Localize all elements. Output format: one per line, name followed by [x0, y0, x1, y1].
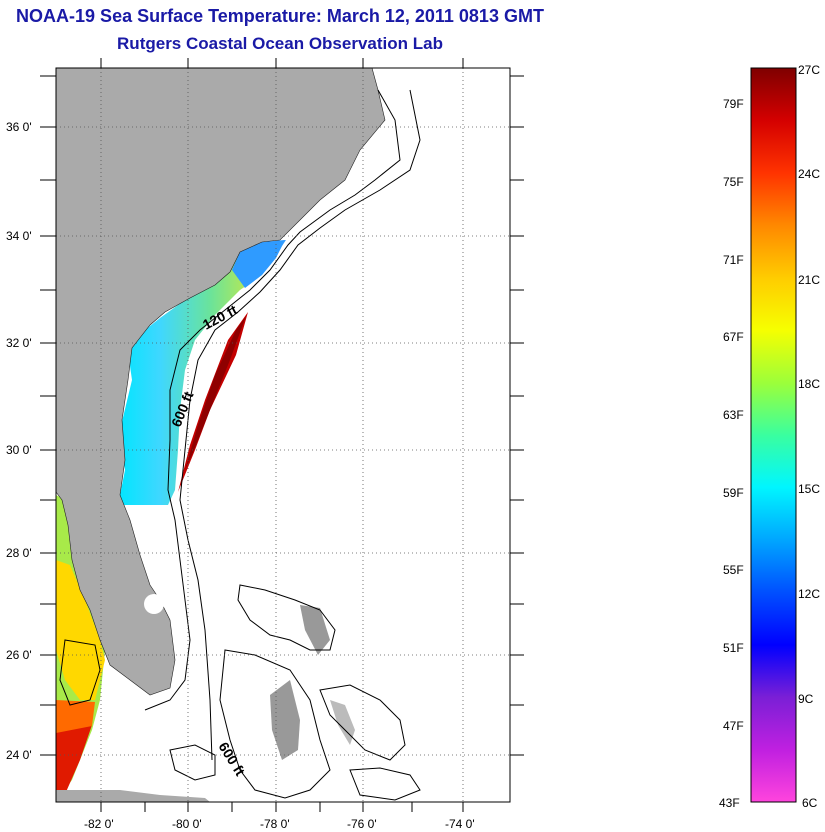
cb-label-c: 6C: [802, 796, 818, 810]
depth-contours: [59, 89, 421, 801]
colorbar-celsius-labels: 27C 24C 21C 18C 15C 12C 9C 6C: [798, 63, 820, 810]
cb-label-c: 18C: [798, 377, 820, 391]
latitude-labels: 36 0' 34 0' 32 0' 30 0' 28 0' 26 0' 24 0…: [6, 120, 32, 762]
lon-label: -74 0': [445, 817, 475, 831]
cb-label-f: 55F: [723, 563, 744, 577]
cb-label-c: 15C: [798, 482, 820, 496]
lat-label: 24 0': [6, 748, 32, 762]
map-frame: [55, 67, 511, 803]
sst-coastal-band: [118, 240, 286, 505]
landmass-cuba: [56, 790, 210, 802]
sst-gulf-yellow: [56, 560, 105, 700]
lat-label: 26 0': [6, 648, 32, 662]
map-area: 120 ft 600 ft 600 ft: [56, 68, 510, 802]
lat-label: 28 0': [6, 546, 32, 560]
longitude-labels: -82 0' -80 0' -78 0' -76 0' -74 0': [84, 817, 475, 831]
cb-label-c: 12C: [798, 587, 820, 601]
lat-label: 34 0': [6, 229, 32, 243]
cb-label-f: 67F: [723, 330, 744, 344]
sst-blue-bulge: [232, 240, 285, 288]
cb-label-c: 9C: [798, 692, 814, 706]
cb-label-f: 47F: [723, 719, 744, 733]
lat-label: 30 0': [6, 443, 32, 457]
lon-label: -82 0': [84, 817, 114, 831]
colorbar-fahrenheit-labels: 79F 75F 71F 67F 63F 59F 55F 51F 47F 43F: [719, 97, 744, 810]
landmass-bahamas-andros: [270, 680, 300, 760]
sst-gulf-red: [56, 725, 92, 802]
cb-label-c: 27C: [798, 63, 820, 77]
map-title: NOAA-19 Sea Surface Temperature: March 1…: [16, 6, 544, 26]
landmass-us-southeast: [56, 68, 386, 696]
lat-label: 32 0': [6, 336, 32, 350]
lon-label: -76 0': [347, 817, 377, 831]
map-subtitle: Rutgers Coastal Ocean Observation Lab: [117, 34, 443, 53]
sst-gulf-orange: [56, 700, 95, 733]
cb-label-f: 51F: [723, 641, 744, 655]
lon-label: -78 0': [260, 817, 290, 831]
landmass-bahamas-abaco: [300, 605, 330, 655]
cb-label-f: 71F: [723, 253, 744, 267]
cb-label-f: 63F: [723, 408, 744, 422]
cb-label-f: 43F: [719, 796, 740, 810]
lon-label: -80 0': [172, 817, 202, 831]
cb-label-f: 59F: [723, 486, 744, 500]
tick-marks: [40, 58, 524, 812]
lat-label: 36 0': [6, 120, 32, 134]
sst-gulfstream-core: [185, 316, 246, 470]
cb-label-f: 75F: [723, 175, 744, 189]
cb-label-c: 24C: [798, 167, 820, 181]
cb-label-c: 21C: [798, 273, 820, 287]
lake-okeechobee: [144, 594, 164, 614]
cb-label-f: 79F: [723, 97, 744, 111]
colorbar: [750, 67, 797, 803]
